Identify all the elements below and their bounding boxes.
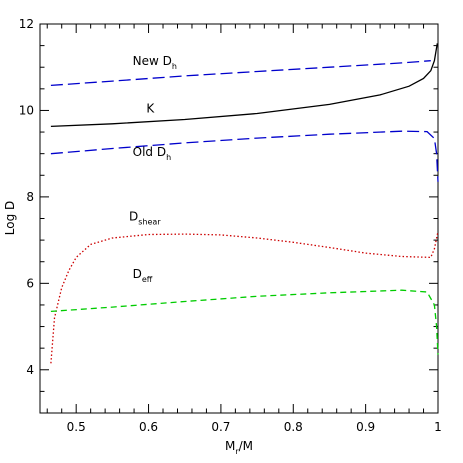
series-line-old-d-h — [50, 130, 439, 182]
series-annotation: Deff — [133, 267, 153, 284]
series-line-d-eff — [50, 289, 439, 355]
y-tick-label: 4 — [26, 363, 34, 377]
tick-labels: 0.5 0.6 0.7 0.8 0.9 1 4 6 8 10 12 — [19, 17, 442, 434]
axis-ticks — [40, 23, 439, 413]
series-line-d-shear — [50, 231, 439, 364]
series-lines — [50, 43, 439, 364]
x-tick-label: 1 — [434, 420, 442, 434]
x-tick-label: 0.6 — [139, 420, 158, 434]
x-tick-label: 0.8 — [284, 420, 303, 434]
x-tick-label: 0.5 — [67, 420, 86, 434]
y-tick-label: 10 — [19, 103, 34, 117]
series-line-k — [50, 43, 438, 128]
series-annotation: Dshear — [129, 210, 161, 227]
plot-frame — [39, 23, 439, 414]
y-tick-label: 8 — [26, 190, 34, 204]
series-annotation: New Dh — [133, 54, 177, 71]
series-annotations: New Dh K Old Dh Dshear Deff — [129, 54, 177, 284]
x-tick-label: 0.7 — [211, 420, 230, 434]
y-tick-label: 12 — [19, 17, 34, 31]
series-line-new-d-h — [50, 60, 431, 87]
x-tick-label: 0.9 — [356, 420, 375, 434]
series-annotation: K — [146, 102, 155, 116]
x-axis-label: Mr/M — [225, 439, 253, 456]
y-tick-label: 6 — [26, 276, 34, 290]
y-axis-label: Log D — [3, 201, 17, 236]
series-annotation: Old Dh — [133, 145, 172, 162]
